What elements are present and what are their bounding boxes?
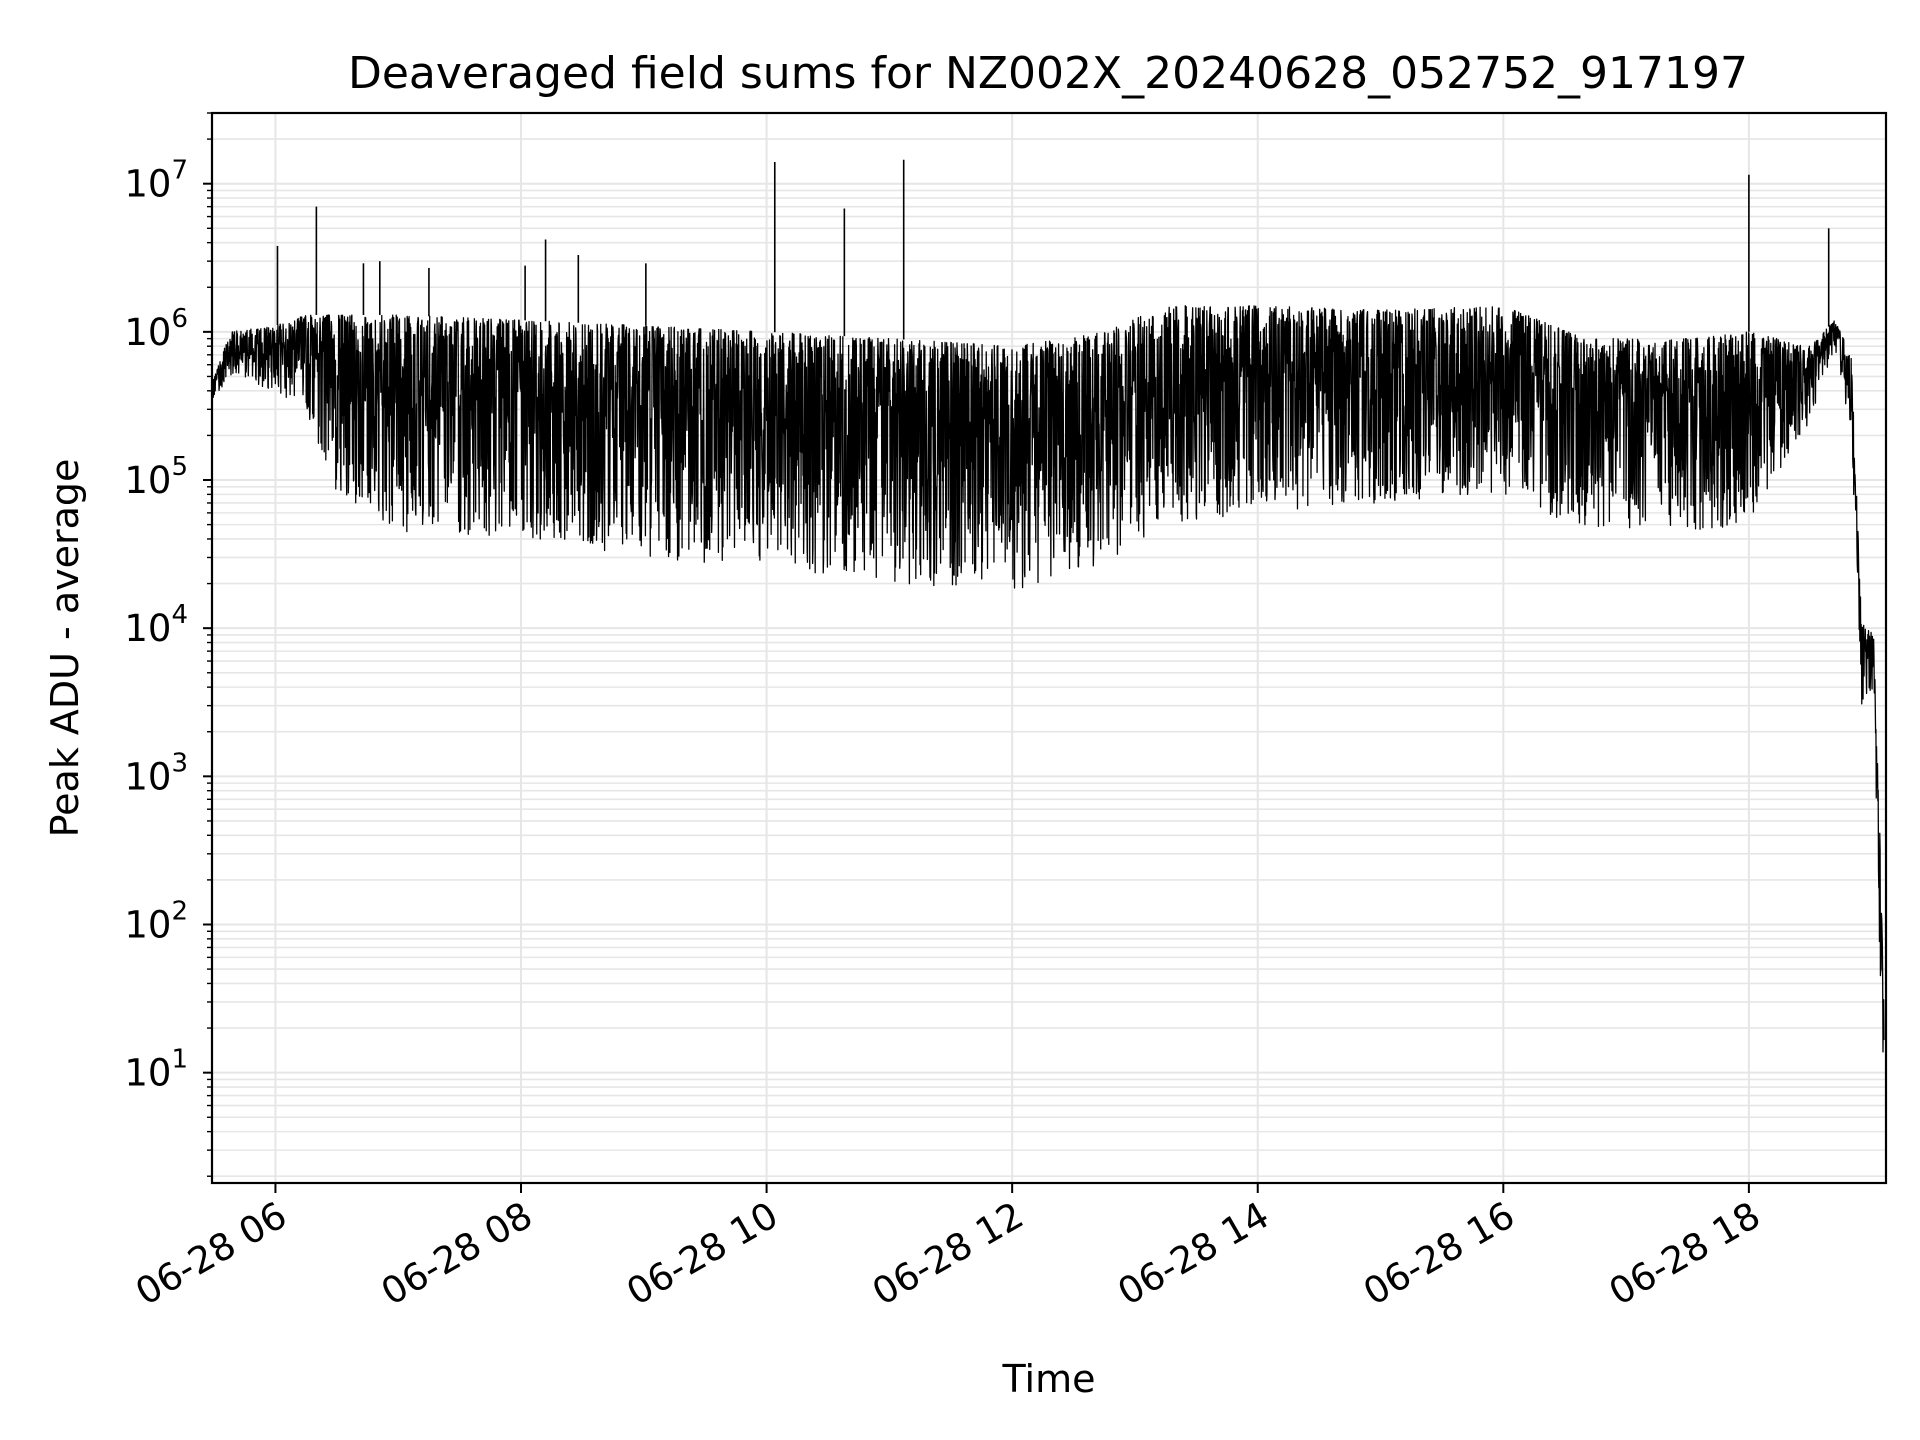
y-tick-label: 103 [124, 748, 188, 798]
y-tick-exponent: 5 [171, 452, 188, 482]
chart-title: Deaveraged field sums for NZ002X_2024062… [348, 48, 1748, 99]
y-axis-label: Peak ADU - average [43, 459, 87, 838]
grid-lines [212, 112, 1886, 1183]
y-tick-base: 10 [124, 311, 171, 354]
y-tick-label: 105 [124, 452, 188, 502]
y-tick-base: 10 [124, 1052, 171, 1095]
y-tick-exponent: 3 [171, 748, 188, 778]
x-axis-label: Time [1002, 1357, 1096, 1401]
y-tick-base: 10 [124, 755, 171, 798]
y-tick-label: 107 [124, 156, 188, 206]
y-tick-base: 10 [124, 903, 171, 946]
y-tick-base: 10 [124, 163, 171, 206]
plot-area-frame [210, 111, 1888, 1185]
series-trace [211, 305, 1885, 1053]
y-tick-label: 102 [124, 896, 188, 946]
y-tick-exponent: 4 [171, 600, 188, 630]
y-tick-label: 104 [124, 600, 188, 650]
y-tick-exponent: 1 [171, 1045, 188, 1075]
data-series [211, 159, 1885, 1053]
y-tick-base: 10 [124, 459, 171, 502]
y-tick-exponent: 2 [171, 896, 188, 926]
y-tick-exponent: 6 [171, 304, 188, 334]
y-tick-label: 101 [124, 1045, 188, 1095]
y-tick-base: 10 [124, 607, 171, 650]
y-tick-exponent: 7 [171, 156, 188, 186]
y-tick-label: 106 [124, 304, 188, 354]
